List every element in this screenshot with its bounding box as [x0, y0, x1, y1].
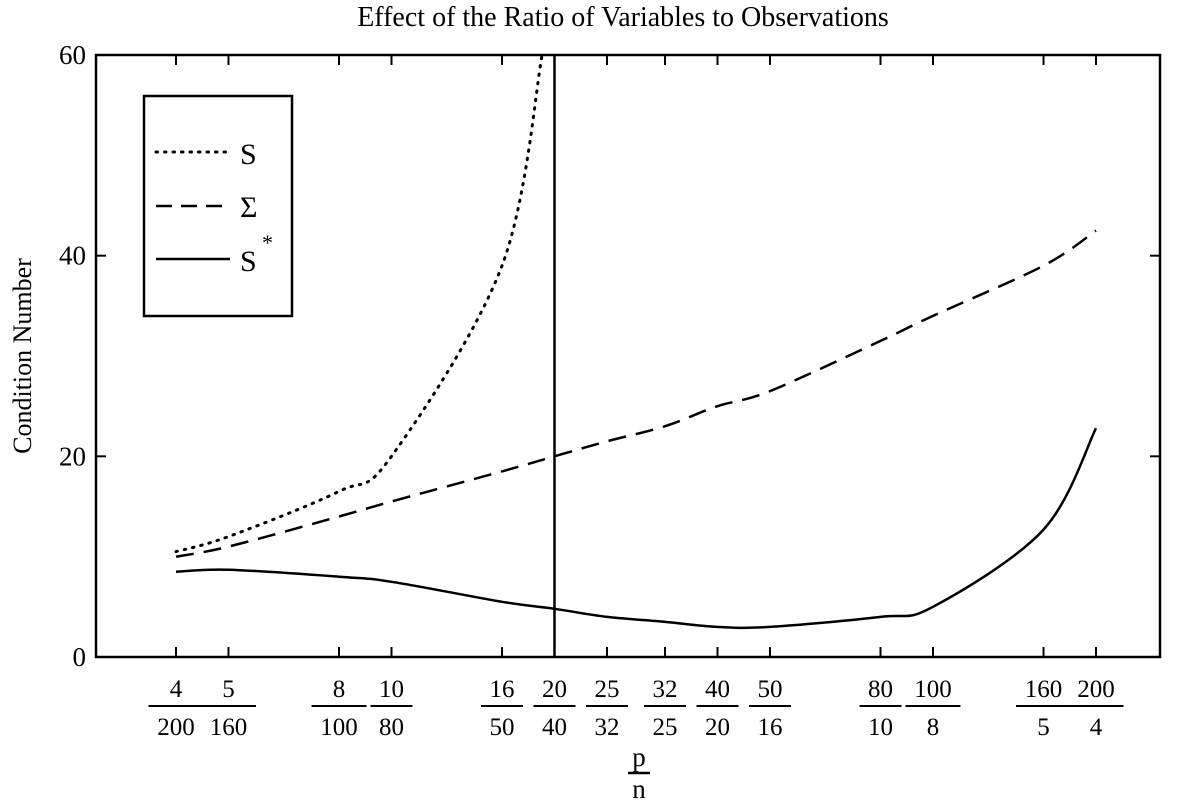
- x-tick-label-denominator: 5: [1037, 714, 1050, 741]
- x-tick-label-numerator: 40: [705, 676, 730, 703]
- y-ticks: 0 20 40 60: [59, 40, 1160, 672]
- x-tick-label-denominator: 25: [653, 714, 678, 741]
- chart-title: Effect of the Ratio of Variables to Obse…: [357, 2, 889, 33]
- series-line-sigma: [175, 229, 1097, 558]
- legend: S Σ S *: [142, 94, 294, 318]
- x-tick-label-numerator: 20: [542, 676, 567, 703]
- y-tick-label: 0: [73, 642, 87, 672]
- x-tick-label-numerator: 4: [170, 676, 183, 703]
- x-ticks: 4 200 5 160 8 100 10 80 16 50 20 40 25 32 32 25 40 20 50 16…: [148, 55, 1124, 741]
- x-tick-label-numerator: 80: [868, 676, 893, 703]
- y-tick-label: 40: [59, 241, 86, 271]
- x-tick-label-numerator: 50: [757, 676, 782, 703]
- legend-label-s-star: S: [240, 245, 257, 278]
- x-axis-label: p n: [628, 742, 650, 802]
- plot-frame: [94, 53, 1162, 659]
- x-axis-label-denominator: n: [632, 774, 646, 802]
- x-axis-label-numerator: p: [632, 742, 646, 772]
- legend-label-s: S: [240, 138, 257, 171]
- y-axis-label: Condition Number: [8, 258, 37, 454]
- x-tick-label-denominator: 160: [210, 714, 248, 741]
- x-tick-label-denominator: 50: [490, 714, 515, 741]
- y-tick-label: 20: [59, 441, 86, 471]
- x-tick-label-denominator: 200: [157, 714, 195, 741]
- x-tick-label-denominator: 100: [320, 714, 358, 741]
- x-tick-label-numerator: 16: [490, 676, 515, 703]
- x-tick-label-denominator: 80: [379, 714, 404, 741]
- legend-label-s-star-superscript: *: [262, 230, 273, 255]
- y-tick-label: 60: [59, 40, 86, 70]
- legend-label-sigma: Σ: [240, 191, 257, 224]
- x-tick-label-denominator: 40: [542, 714, 567, 741]
- x-tick-label-numerator: 8: [333, 676, 346, 703]
- x-tick-label-numerator: 200: [1077, 676, 1115, 703]
- series-line-s: [174, 53, 544, 554]
- x-tick-label-denominator: 10: [868, 714, 893, 741]
- y-axis-label-group: Condition Number: [8, 258, 37, 454]
- x-tick-label-denominator: 16: [757, 714, 782, 741]
- x-tick-label-numerator: 10: [379, 676, 404, 703]
- x-tick-label-denominator: 20: [705, 714, 730, 741]
- series-line-s-star: [175, 427, 1098, 630]
- series-group: [174, 53, 1098, 630]
- x-tick-label-numerator: 160: [1025, 676, 1063, 703]
- x-tick-label-numerator: 25: [594, 676, 619, 703]
- x-tick-label-denominator: 4: [1090, 714, 1103, 741]
- x-tick-label-numerator: 32: [653, 676, 678, 703]
- x-tick-label-numerator: 5: [222, 676, 235, 703]
- x-tick-label-numerator: 100: [914, 676, 952, 703]
- x-tick-label-denominator: 8: [927, 714, 940, 741]
- x-tick-label-denominator: 32: [594, 714, 619, 741]
